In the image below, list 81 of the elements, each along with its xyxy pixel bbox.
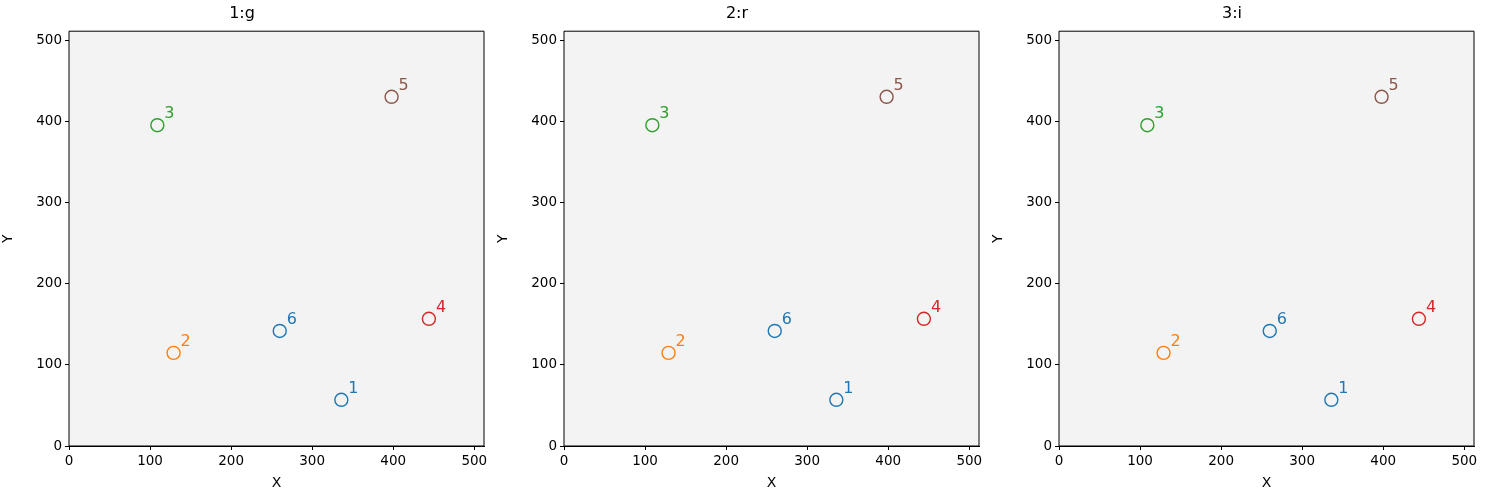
annotation: 5	[893, 74, 904, 94]
point	[384, 89, 399, 105]
x-axis-title: X	[766, 474, 777, 491]
x-tick-label: 300	[794, 451, 821, 468]
x-tick-label: 500	[1451, 451, 1478, 468]
point	[1374, 89, 1389, 105]
point	[150, 117, 165, 133]
annotation: 3	[164, 103, 175, 123]
annotation: 1	[1338, 377, 1349, 397]
y-tick-label: 400	[1026, 112, 1052, 129]
annotation: 6	[781, 308, 792, 328]
x-tick-label: 400	[1370, 451, 1397, 468]
x-axis-title: X	[1261, 474, 1272, 491]
x-tick-label: 0	[559, 451, 569, 468]
y-tick-label: 500	[36, 31, 62, 48]
y-tick-label: 100	[1026, 355, 1052, 372]
x-tick-label: 400	[380, 451, 407, 468]
point	[166, 345, 181, 361]
y-tick-label: 100	[531, 355, 557, 372]
chart-title: 2:r	[725, 2, 749, 22]
annotation: 5	[398, 74, 409, 94]
chart-title: 3:i	[1221, 2, 1243, 22]
point	[1140, 117, 1155, 133]
y-tick-label: 500	[1026, 31, 1052, 48]
y-tick-label: 400	[531, 112, 557, 129]
x-tick-label: 200	[1208, 451, 1234, 468]
point	[879, 89, 894, 105]
y-axis-title: Y	[494, 233, 511, 244]
x-tick-label: 400	[875, 451, 902, 468]
x-tick-label: 200	[218, 451, 244, 468]
chart-title: 1:g	[229, 2, 255, 22]
x-tick-label: 300	[299, 451, 326, 468]
point	[645, 117, 660, 133]
point	[1262, 323, 1277, 339]
annotation: 5	[1388, 74, 1399, 94]
annotation: 1	[843, 377, 854, 397]
x-tick-label: 300	[1289, 451, 1316, 468]
x-axis-title: X	[271, 474, 282, 491]
point	[1411, 311, 1427, 327]
annotation: 3	[1154, 103, 1165, 123]
y-axis-title: Y	[0, 233, 16, 244]
point	[1156, 345, 1171, 361]
point	[767, 323, 782, 339]
x-tick-label: 200	[713, 451, 739, 468]
point	[272, 323, 287, 339]
x-tick-label: 0	[64, 451, 74, 468]
point	[334, 392, 349, 408]
point	[829, 392, 844, 408]
annotation: 6	[286, 308, 297, 328]
annotation: 2	[1170, 330, 1181, 350]
y-tick-label: 0	[1043, 436, 1052, 453]
y-tick-label: 100	[36, 355, 62, 372]
annotation: 4	[1425, 296, 1437, 316]
annotation: 4	[435, 296, 447, 316]
point	[916, 311, 932, 327]
annotation: 4	[930, 296, 942, 316]
x-tick-label: 500	[461, 451, 488, 468]
y-tick-label: 200	[531, 274, 557, 291]
x-tick-label: 0	[1054, 451, 1064, 468]
x-tick-label: 500	[956, 451, 983, 468]
x-tick-label: 100	[1127, 451, 1153, 468]
x-tick-label: 100	[137, 451, 163, 468]
annotation: 2	[180, 330, 191, 350]
y-tick-label: 300	[531, 193, 557, 210]
y-tick-label: 0	[53, 436, 62, 453]
annotation: 3	[659, 103, 670, 123]
y-axis-title: Y	[989, 233, 1006, 244]
y-tick-label: 300	[1026, 193, 1052, 210]
point	[421, 311, 437, 327]
annotation: 2	[675, 330, 686, 350]
y-tick-label: 500	[531, 31, 557, 48]
annotation: 1	[348, 377, 359, 397]
point	[661, 345, 676, 361]
y-tick-label: 200	[1026, 274, 1052, 291]
y-tick-label: 200	[36, 274, 62, 291]
y-tick-label: 300	[36, 193, 62, 210]
point	[1324, 392, 1339, 408]
annotation: 6	[1276, 308, 1287, 328]
y-tick-label: 0	[548, 436, 557, 453]
y-tick-label: 400	[36, 112, 62, 129]
x-tick-label: 100	[632, 451, 658, 468]
